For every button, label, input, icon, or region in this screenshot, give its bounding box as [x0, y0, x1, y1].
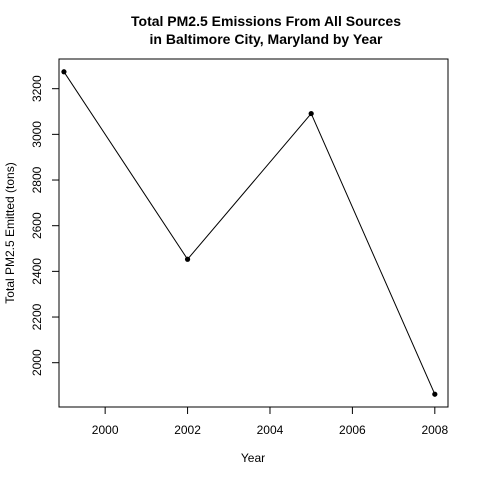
y-tick-label: 2600: [30, 212, 44, 239]
series-layer: [61, 69, 438, 397]
data-point: [432, 391, 438, 397]
y-axis-label: Total PM2.5 Emitted (tons): [3, 162, 17, 303]
series-line: [63, 71, 436, 395]
y-tick-label: 2000: [30, 349, 44, 376]
chart-title-line-2: in Baltimore City, Maryland by Year: [150, 31, 383, 47]
x-tick-label: 2008: [421, 423, 448, 437]
data-point: [61, 69, 67, 75]
y-tick-label: 3200: [30, 75, 44, 102]
y-axis: 2000 2200 2400 2600 2800 3000 3200: [30, 75, 60, 376]
x-axis: 2000 2002 2004 2006 2008: [92, 406, 448, 437]
x-axis-label: Year: [241, 451, 265, 465]
x-tick-label: 2000: [92, 423, 119, 437]
data-point: [184, 256, 191, 262]
x-tick-label: 2004: [257, 423, 284, 437]
y-tick-label: 3000: [30, 121, 44, 148]
y-tick-label: 2200: [30, 303, 44, 330]
y-tick-label: 2800: [30, 166, 44, 193]
x-tick-label: 2002: [174, 423, 201, 437]
data-point: [308, 110, 314, 117]
plot-frame: [58, 58, 449, 408]
x-tick-label: 2006: [339, 423, 366, 437]
chart-title-line-1: Total PM2.5 Emissions From All Sources: [131, 13, 401, 29]
y-tick-label: 2400: [30, 258, 44, 285]
